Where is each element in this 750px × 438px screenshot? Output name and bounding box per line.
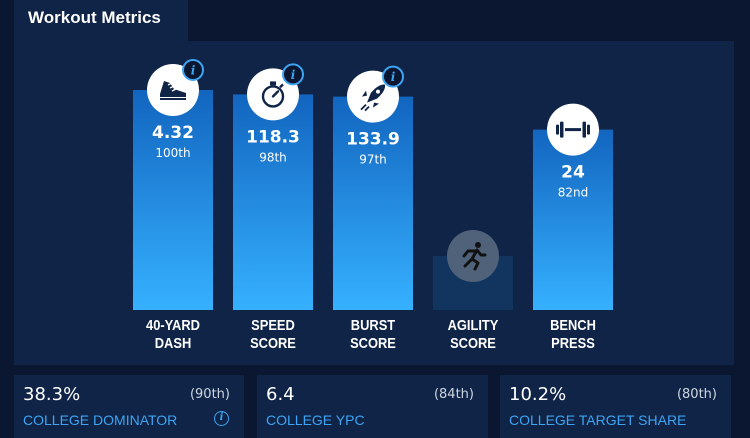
bar-percentile-label: 82nd: [558, 186, 589, 200]
category-label: 40-YARD: [146, 316, 200, 333]
metric-percentile: (90th): [189, 387, 230, 402]
info-icon[interactable]: [382, 65, 404, 88]
category-label: SCORE: [250, 334, 296, 351]
bar: [333, 96, 413, 310]
metric-value: 10.2%: [509, 384, 567, 405]
runner-icon: [462, 242, 487, 271]
metric-card-college-target-share: 10.2% (80th) COLLEGE TARGET SHARE: [500, 375, 731, 438]
dumbbell-icon: [556, 121, 590, 138]
info-icon[interactable]: i: [214, 411, 229, 426]
info-icon[interactable]: [282, 63, 304, 86]
category-label: SCORE: [350, 334, 396, 351]
category-label: BURST: [351, 316, 396, 333]
shoe-icon: [160, 81, 186, 100]
bar-value-label: 24: [561, 163, 585, 183]
category-label: SCORE: [450, 334, 496, 351]
metric-value: 6.4: [266, 384, 295, 405]
info-glyph: i: [291, 68, 296, 82]
metric-card-college-ypc: 6.4 (84th) COLLEGE YPC: [257, 375, 488, 438]
workout-metrics-chart: i4.32100th40-YARDDASHi118.398thSPEEDSCOR…: [133, 59, 613, 351]
metric-card-college-dominator: 38.3% (90th) COLLEGE DOMINATOR i: [14, 375, 244, 438]
bar-value-label: 4.32: [152, 123, 194, 143]
bar: [533, 129, 613, 310]
info-glyph: i: [191, 64, 196, 78]
metric-label: COLLEGE DOMINATOR: [23, 412, 178, 428]
bar-percentile-label: 100th: [155, 146, 190, 160]
metric-percentile: (80th): [676, 387, 717, 402]
info-glyph: i: [391, 70, 396, 84]
bar-percentile-label: 97th: [359, 153, 387, 167]
section-title: Workout Metrics: [28, 8, 161, 27]
category-label: AGILITY: [448, 316, 499, 333]
metric-label: COLLEGE YPC: [266, 412, 365, 428]
stopwatch-icon: [261, 81, 285, 108]
metric-value: 38.3%: [23, 384, 81, 405]
bar-value-label: 133.9: [346, 130, 400, 150]
category-label: PRESS: [551, 334, 595, 351]
category-label: BENCH: [550, 316, 596, 333]
info-icon[interactable]: [182, 59, 204, 81]
rocket-icon: [360, 84, 386, 112]
bar: [133, 90, 213, 310]
workout-metrics-tab[interactable]: Workout Metrics: [14, 0, 188, 41]
metric-label: COLLEGE TARGET SHARE: [509, 412, 687, 428]
metric-percentile: (84th): [433, 387, 474, 402]
bar-percentile-label: 98th: [259, 150, 287, 164]
category-label: DASH: [155, 334, 192, 351]
bar-value-label: 118.3: [246, 127, 300, 147]
bar: [233, 94, 313, 311]
category-label: SPEED: [251, 316, 295, 333]
